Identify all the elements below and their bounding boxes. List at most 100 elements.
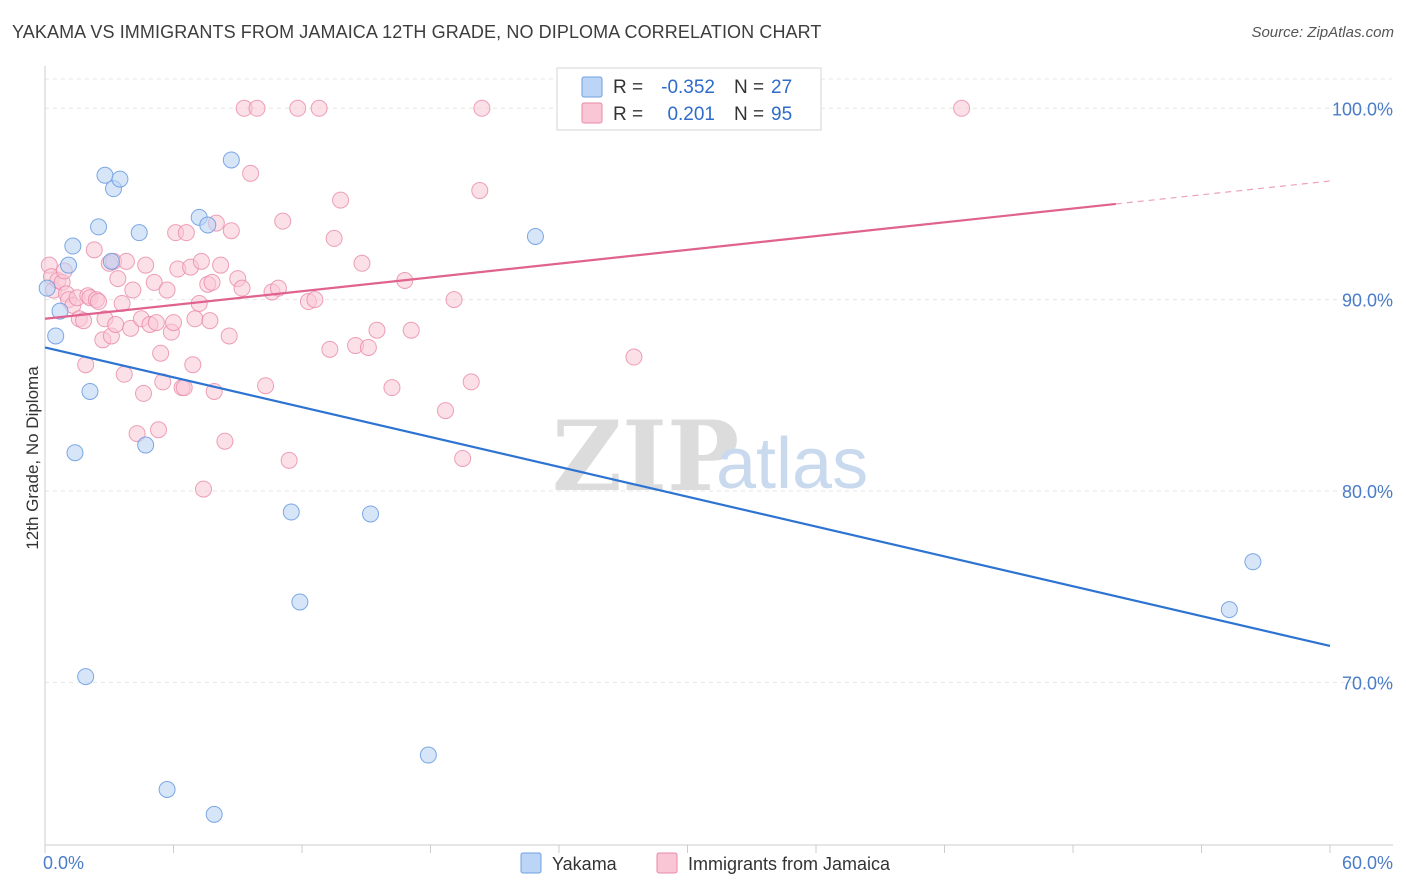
point-jamaica (269, 279, 287, 297)
point-jamaica (383, 379, 401, 397)
x-tick-labels: 0.0% 60.0% (43, 853, 1393, 873)
point-yakama (102, 252, 120, 270)
legend-box: R = -0.352 N = 27 R = 0.201 N = 95 (556, 67, 822, 131)
point-yakama (1244, 553, 1262, 571)
point-jamaica (124, 281, 142, 299)
point-jamaica (280, 451, 298, 469)
point-jamaica (128, 425, 146, 443)
point-jamaica (306, 291, 324, 309)
legend-n-value-jamaica: 95 (771, 104, 792, 125)
legend-r-value-yakama: -0.352 (661, 77, 715, 98)
point-yakama (205, 805, 223, 823)
point-jamaica (289, 99, 307, 117)
point-jamaica (122, 319, 140, 337)
series-yakama-points (38, 151, 1262, 823)
legend-r-label-yakama: R = (613, 77, 643, 98)
watermark: ZIP atlas (552, 400, 868, 513)
point-jamaica (147, 314, 165, 332)
point-yakama (291, 593, 309, 611)
watermark-zip: ZIP (552, 400, 739, 513)
point-jamaica (165, 314, 182, 332)
point-yakama (77, 668, 95, 686)
point-jamaica (368, 321, 386, 339)
chart-title: YAKAMA VS IMMIGRANTS FROM JAMAICA 12TH G… (12, 22, 822, 42)
bottom-legend-label-jamaica: Immigrants from Jamaica (688, 854, 891, 874)
legend-swatch-yakama (581, 76, 603, 98)
y-tick-label: 90.0% (1342, 291, 1393, 311)
point-jamaica (177, 224, 195, 242)
trend-line-jamaica-extension (1115, 180, 1331, 205)
bottom-legend: Yakama Immigrants from Jamaica (520, 852, 891, 874)
point-yakama (47, 327, 65, 345)
series-jamaica-points (40, 99, 971, 498)
point-jamaica (201, 312, 219, 330)
point-jamaica (85, 241, 103, 259)
point-yakama (282, 503, 300, 521)
point-jamaica (473, 99, 491, 117)
point-jamaica (150, 421, 168, 439)
legend-n-label-yakama: N = (734, 77, 764, 98)
point-jamaica (158, 281, 176, 299)
point-yakama (137, 436, 155, 454)
point-jamaica (75, 312, 93, 330)
y-tick-label: 100.0% (1332, 99, 1393, 119)
point-jamaica (625, 348, 643, 366)
point-yakama (60, 256, 78, 274)
bottom-legend-swatch-jamaica (656, 852, 678, 874)
point-yakama (199, 216, 217, 234)
point-jamaica (332, 191, 350, 209)
point-yakama (1220, 601, 1238, 619)
source-label: Source: ZipAtlas.com (1251, 24, 1394, 41)
y-tick-labels: 70.0% 80.0% 90.0% 100.0% (1332, 99, 1393, 693)
legend-swatch-jamaica (581, 102, 603, 124)
point-jamaica (194, 480, 212, 498)
point-jamaica (462, 373, 480, 391)
bottom-legend-swatch-yakama (520, 852, 542, 874)
point-jamaica (145, 273, 163, 291)
point-jamaica (445, 291, 463, 309)
point-jamaica (203, 273, 221, 291)
point-jamaica (242, 164, 260, 182)
point-jamaica (222, 222, 240, 240)
point-jamaica (152, 344, 170, 362)
point-yakama (81, 382, 99, 400)
x-tick-label-max: 60.0% (1342, 853, 1393, 873)
point-jamaica (454, 449, 472, 467)
axes (44, 66, 1393, 853)
point-jamaica (192, 252, 210, 270)
point-yakama (130, 224, 148, 242)
point-jamaica (233, 279, 251, 297)
point-yakama (362, 505, 380, 523)
point-yakama (419, 746, 437, 764)
point-jamaica (257, 377, 275, 395)
point-yakama (38, 279, 56, 297)
point-jamaica (471, 182, 489, 200)
legend-r-label-jamaica: R = (613, 104, 643, 125)
point-jamaica (109, 270, 127, 288)
point-jamaica (321, 340, 339, 358)
y-tick-label: 80.0% (1342, 482, 1393, 502)
y-tick-label: 70.0% (1342, 673, 1393, 693)
point-yakama (66, 444, 84, 462)
watermark-atlas: atlas (716, 424, 868, 504)
point-jamaica (212, 256, 230, 274)
point-jamaica (325, 229, 343, 247)
point-jamaica (115, 365, 133, 383)
point-yakama (526, 227, 544, 245)
point-jamaica (402, 321, 420, 339)
trend-lines (44, 180, 1331, 648)
point-jamaica (90, 293, 108, 311)
x-tick-label-min: 0.0% (43, 853, 84, 873)
trend-line-jamaica (44, 202, 1116, 320)
point-yakama (222, 151, 240, 169)
bottom-legend-label-yakama: Yakama (552, 854, 618, 874)
point-jamaica (137, 256, 155, 274)
legend-n-value-yakama: 27 (771, 77, 792, 98)
legend-n-label-jamaica: N = (734, 104, 764, 125)
point-jamaica (274, 212, 292, 230)
point-jamaica (220, 327, 238, 345)
point-jamaica (184, 356, 202, 374)
point-jamaica (310, 99, 328, 117)
point-jamaica (117, 252, 135, 270)
